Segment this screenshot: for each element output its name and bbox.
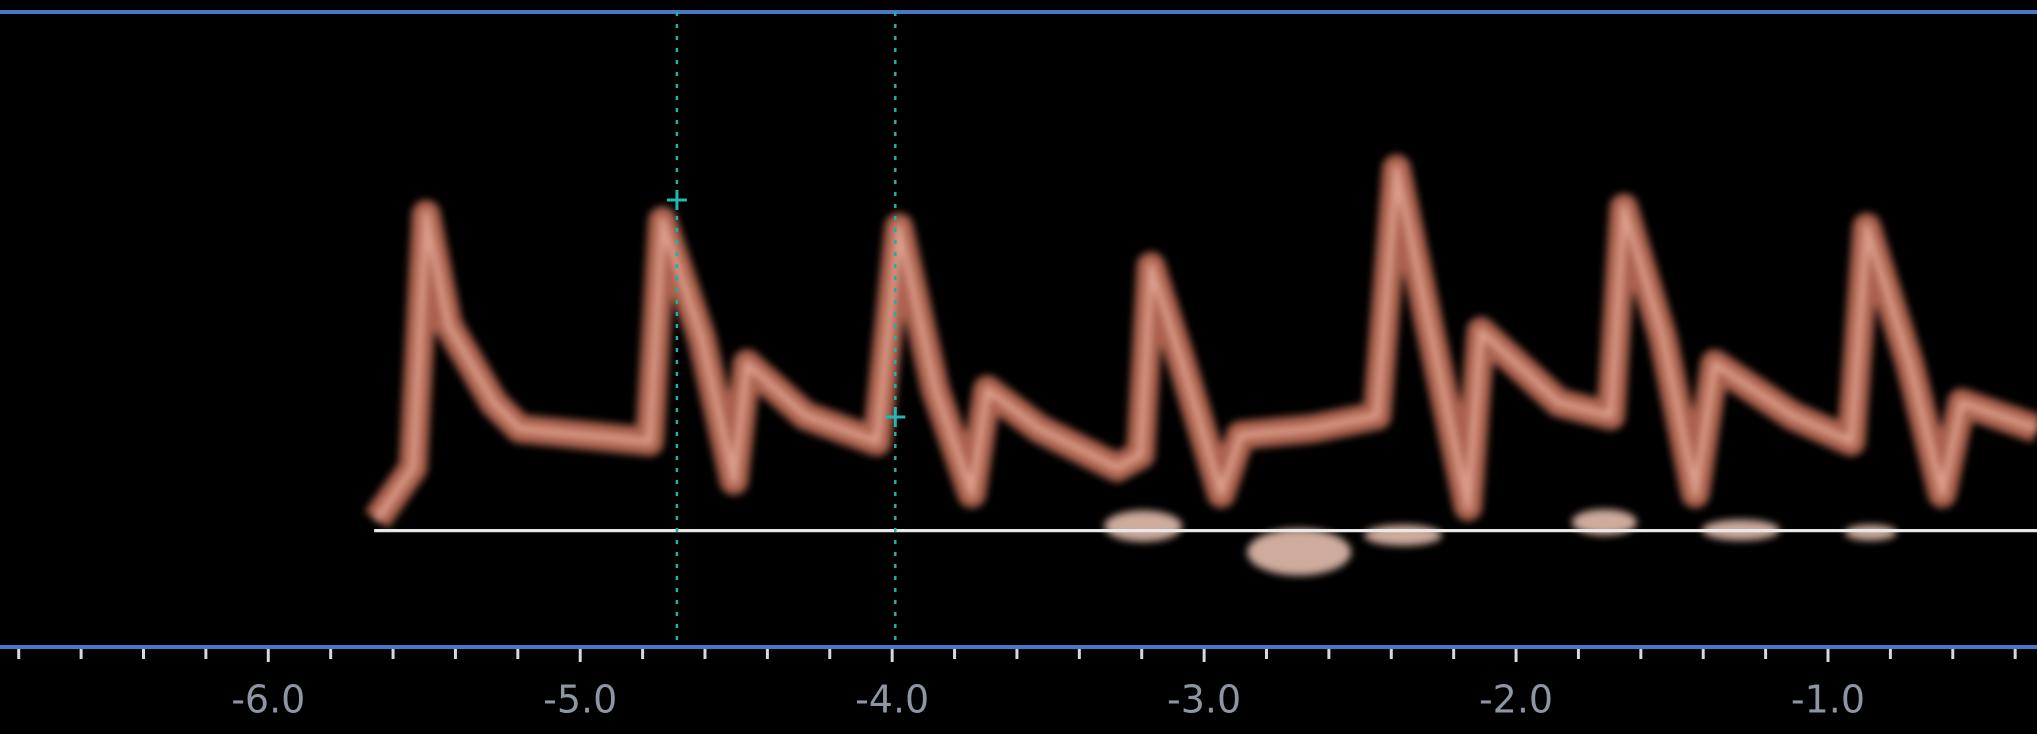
spectral-trace [365, 154, 2037, 576]
tick-label: -3.0 [1167, 678, 1241, 722]
tick-label: -4.0 [855, 678, 929, 722]
tick-label: -1.0 [1791, 678, 1865, 722]
tick-label: -6.0 [231, 678, 305, 722]
tick-label: -5.0 [543, 678, 617, 722]
tick-label: -2.0 [1479, 678, 1553, 722]
